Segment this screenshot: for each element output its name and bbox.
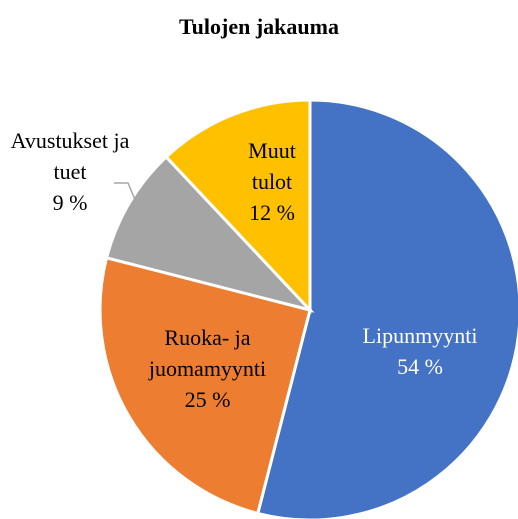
chart-title: Tulojen jakauma bbox=[179, 14, 339, 39]
pie-slice bbox=[255, 98, 518, 519]
category-label: Lipunmyynti bbox=[362, 323, 478, 348]
value-label: 12 % bbox=[249, 200, 295, 225]
pie-slice bbox=[98, 255, 312, 516]
leader-line bbox=[114, 182, 137, 203]
category-label: Muut tulot bbox=[248, 138, 296, 194]
category-label: Ruoka- ja juomamyynti bbox=[148, 325, 267, 381]
value-label: 9 % bbox=[52, 190, 88, 215]
value-label: 25 % bbox=[184, 387, 231, 412]
category-label: Avustukset ja tuet bbox=[10, 128, 130, 184]
slice-label: Muut tulot 12 % bbox=[232, 135, 312, 228]
pie-slice bbox=[104, 154, 315, 313]
slice-label: Avustukset ja tuet 9 % bbox=[0, 125, 140, 218]
slice-label: Lipunmyynti 54 % bbox=[340, 320, 500, 382]
value-label: 54 % bbox=[397, 354, 443, 379]
pie-slice bbox=[164, 98, 312, 314]
slice-label: Ruoka- ja juomamyynti 25 % bbox=[125, 322, 290, 415]
